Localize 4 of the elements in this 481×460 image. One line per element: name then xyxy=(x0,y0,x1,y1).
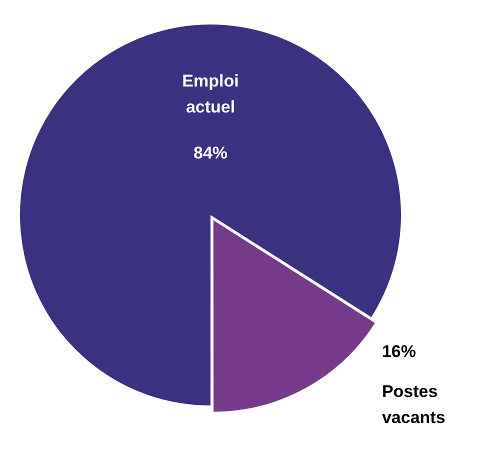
data-label: 84% xyxy=(193,143,228,162)
data-label: 16% xyxy=(382,342,416,361)
slice-label: Postes vacants xyxy=(382,382,446,427)
slice-label: Emploi actuel xyxy=(182,71,239,116)
